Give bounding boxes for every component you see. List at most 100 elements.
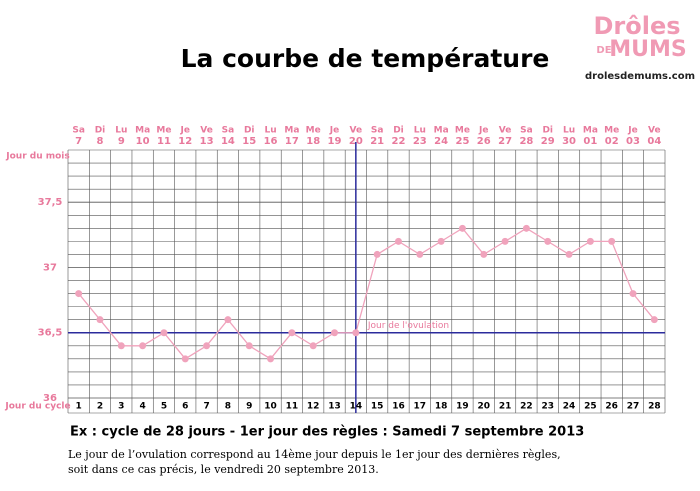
x-tick-label: 26 <box>605 402 618 412</box>
weekday-label: Lu <box>115 126 127 136</box>
date-label: 03 <box>626 136 640 147</box>
x-tick-label: 28 <box>648 402 661 412</box>
y-tick-label: 37,5 <box>38 197 63 208</box>
point <box>181 355 189 363</box>
x-tick-label: 14 <box>350 402 363 412</box>
row-label: Jour du mois <box>5 152 70 162</box>
x-tick-label: 21 <box>499 402 512 412</box>
point <box>544 237 552 245</box>
weekday-label: Sa <box>72 126 85 136</box>
weekday-label: Je <box>478 126 488 136</box>
weekday-label: Lu <box>414 126 426 136</box>
x-tick-label: 13 <box>328 402 341 412</box>
weekday-label: Me <box>455 126 470 136</box>
point <box>480 250 488 258</box>
date-label: 14 <box>221 136 235 147</box>
weekday-label: Ma <box>135 126 150 136</box>
point <box>352 329 360 337</box>
point <box>586 237 594 245</box>
weekday-label: Ma <box>583 126 598 136</box>
x-tick-label: 17 <box>414 402 427 412</box>
date-label: 10 <box>136 136 150 147</box>
date-label: 28 <box>519 136 533 147</box>
y-tick-label: 36 <box>43 393 57 404</box>
point <box>203 342 211 350</box>
date-label: 8 <box>96 136 103 147</box>
weekday-label: Me <box>604 126 619 136</box>
date-label: 15 <box>242 136 256 147</box>
y-tick-label: 37 <box>43 262 57 273</box>
x-tick-label: 1 <box>76 402 82 412</box>
point <box>629 290 637 298</box>
x-tick-label: 3 <box>118 402 124 412</box>
point <box>75 290 83 298</box>
weekday-label: Ve <box>648 126 661 136</box>
annotation: Jour de l'ovulation <box>367 321 449 331</box>
weekday-label: Me <box>306 126 321 136</box>
date-label: 18 <box>306 136 320 147</box>
x-tick-label: 2 <box>97 402 103 412</box>
weekday-label: Ve <box>200 126 213 136</box>
date-label: 16 <box>264 136 278 147</box>
chart-title: La courbe de température <box>181 44 550 73</box>
weekday-label: Di <box>393 126 404 136</box>
caption: Ex : cycle de 28 jours - 1er jour des rè… <box>70 425 584 440</box>
x-tick-label: 5 <box>161 402 167 412</box>
date-label: 9 <box>118 136 125 147</box>
date-label: 21 <box>370 136 384 147</box>
point <box>117 342 125 350</box>
date-label: 17 <box>285 136 299 147</box>
point <box>437 237 445 245</box>
point <box>139 342 147 350</box>
logo-text: DE <box>596 45 611 56</box>
point <box>565 250 573 258</box>
point <box>160 329 168 337</box>
x-tick-label: 10 <box>264 402 277 412</box>
date-label: 13 <box>200 136 214 147</box>
point <box>416 250 424 258</box>
point <box>288 329 296 337</box>
logo-text: Drôles <box>593 12 680 40</box>
weekday-label: Je <box>329 126 339 136</box>
note: Le jour de l’ovulation correspond au 14è… <box>68 448 561 461</box>
date-label: 11 <box>157 136 171 147</box>
date-label: 25 <box>455 136 469 147</box>
weekday-label: Lu <box>563 126 575 136</box>
weekday-label: Je <box>180 126 190 136</box>
weekday-label: Ve <box>350 126 363 136</box>
point <box>522 224 530 232</box>
x-tick-label: 15 <box>371 402 384 412</box>
y-tick-label: 36,5 <box>38 328 63 339</box>
x-tick-label: 11 <box>286 402 299 412</box>
point <box>309 342 317 350</box>
date-label: 30 <box>562 136 576 147</box>
row-label: Jour du cycle <box>4 402 70 412</box>
date-label: 23 <box>413 136 427 147</box>
weekday-label: Ma <box>434 126 449 136</box>
weekday-label: Sa <box>371 126 384 136</box>
line <box>78 227 655 360</box>
weekday-label: Di <box>542 126 553 136</box>
date-label: 7 <box>75 136 82 147</box>
point <box>267 355 275 363</box>
point <box>373 250 381 258</box>
x-tick-label: 20 <box>478 402 491 412</box>
date-label: 12 <box>178 136 192 147</box>
point <box>96 316 104 324</box>
point <box>650 316 658 324</box>
point <box>501 237 509 245</box>
date-label: 02 <box>605 136 619 147</box>
point <box>331 329 339 337</box>
weekday-label: Me <box>156 126 171 136</box>
x-tick-label: 23 <box>541 402 554 412</box>
x-tick-label: 8 <box>225 402 231 412</box>
weekday-label: Je <box>627 126 637 136</box>
weekday-label: Di <box>95 126 106 136</box>
date-label: 19 <box>328 136 342 147</box>
x-tick-label: 4 <box>139 402 145 412</box>
x-tick-label: 7 <box>203 402 209 412</box>
x-tick-label: 16 <box>392 402 405 412</box>
date-label: 26 <box>477 136 491 147</box>
x-tick-label: 27 <box>627 402 640 412</box>
weekday-label: Sa <box>520 126 533 136</box>
